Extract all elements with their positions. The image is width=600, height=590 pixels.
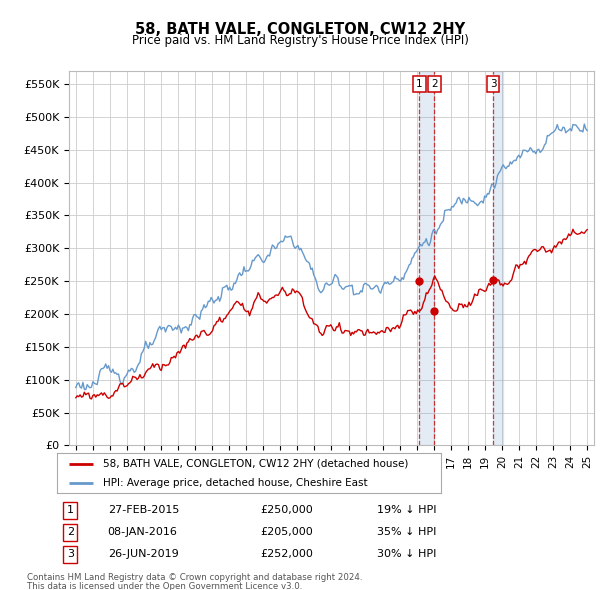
Text: 2: 2 — [431, 79, 437, 89]
Text: 3: 3 — [490, 79, 497, 89]
Text: £252,000: £252,000 — [260, 549, 313, 559]
Text: Price paid vs. HM Land Registry's House Price Index (HPI): Price paid vs. HM Land Registry's House … — [131, 34, 469, 47]
Bar — [419, 71, 434, 445]
Text: £250,000: £250,000 — [260, 506, 313, 515]
Text: HPI: Average price, detached house, Cheshire East: HPI: Average price, detached house, Ches… — [103, 478, 368, 487]
Text: 1: 1 — [67, 506, 74, 515]
Text: This data is licensed under the Open Government Licence v3.0.: This data is licensed under the Open Gov… — [27, 582, 302, 590]
Text: 19% ↓ HPI: 19% ↓ HPI — [377, 506, 437, 515]
Text: 30% ↓ HPI: 30% ↓ HPI — [377, 549, 437, 559]
Text: 3: 3 — [67, 549, 74, 559]
Text: 26-JUN-2019: 26-JUN-2019 — [108, 549, 178, 559]
Bar — [493, 71, 503, 445]
Text: 08-JAN-2016: 08-JAN-2016 — [108, 527, 178, 537]
Text: 27-FEB-2015: 27-FEB-2015 — [108, 506, 179, 515]
Text: 35% ↓ HPI: 35% ↓ HPI — [377, 527, 437, 537]
Text: 58, BATH VALE, CONGLETON, CW12 2HY (detached house): 58, BATH VALE, CONGLETON, CW12 2HY (deta… — [103, 459, 409, 469]
Text: Contains HM Land Registry data © Crown copyright and database right 2024.: Contains HM Land Registry data © Crown c… — [27, 573, 362, 582]
Text: 2: 2 — [67, 527, 74, 537]
Text: 58, BATH VALE, CONGLETON, CW12 2HY: 58, BATH VALE, CONGLETON, CW12 2HY — [135, 22, 465, 37]
Text: £205,000: £205,000 — [260, 527, 313, 537]
Text: 1: 1 — [416, 79, 422, 89]
